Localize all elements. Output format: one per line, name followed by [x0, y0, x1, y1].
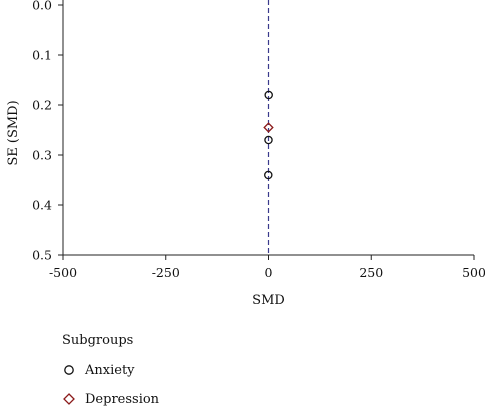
y-tick-label: 0.1 — [32, 48, 52, 63]
y-axis-label: SE (SMD) — [6, 100, 21, 165]
y-tick-label: 0.4 — [32, 198, 52, 213]
x-axis-label: SMD — [252, 293, 285, 308]
legend-title: Subgroups — [62, 333, 134, 348]
y-tick-label: 0.5 — [32, 248, 52, 263]
point-anxiety — [264, 135, 273, 145]
legend-item-depression: Depression — [62, 391, 159, 407]
x-tick-label: -250 — [152, 265, 180, 280]
legend: Subgroups Anxiety Depression — [62, 333, 159, 420]
x-tick-label: 250 — [359, 265, 383, 280]
legend-item-anxiety: Anxiety — [62, 362, 159, 378]
point-anxiety — [264, 90, 273, 100]
point-depression — [263, 122, 274, 133]
y-axis: 0.0 0.1 0.2 0.3 0.4 0.5 — [32, 0, 64, 263]
x-tick-label: -500 — [49, 265, 77, 280]
x-axis: -500 -250 0 250 500 — [49, 254, 485, 280]
legend-label-anxiety: Anxiety — [85, 362, 135, 378]
circle-marker-icon — [64, 365, 74, 375]
x-tick-label: 500 — [462, 265, 485, 280]
legend-label-depression: Depression — [85, 391, 160, 407]
data-points — [263, 90, 274, 180]
y-tick-label: 0.3 — [32, 148, 52, 163]
x-tick-label: 0 — [265, 265, 273, 280]
y-tick-label: 0.0 — [32, 0, 52, 13]
y-tick-label: 0.2 — [32, 98, 52, 113]
point-anxiety — [264, 170, 273, 180]
funnel-plot: 0.0 0.1 0.2 0.3 0.4 0.5 -500 -250 0 250 500 SMD S… — [6, 0, 485, 308]
diamond-marker-icon — [63, 393, 75, 405]
